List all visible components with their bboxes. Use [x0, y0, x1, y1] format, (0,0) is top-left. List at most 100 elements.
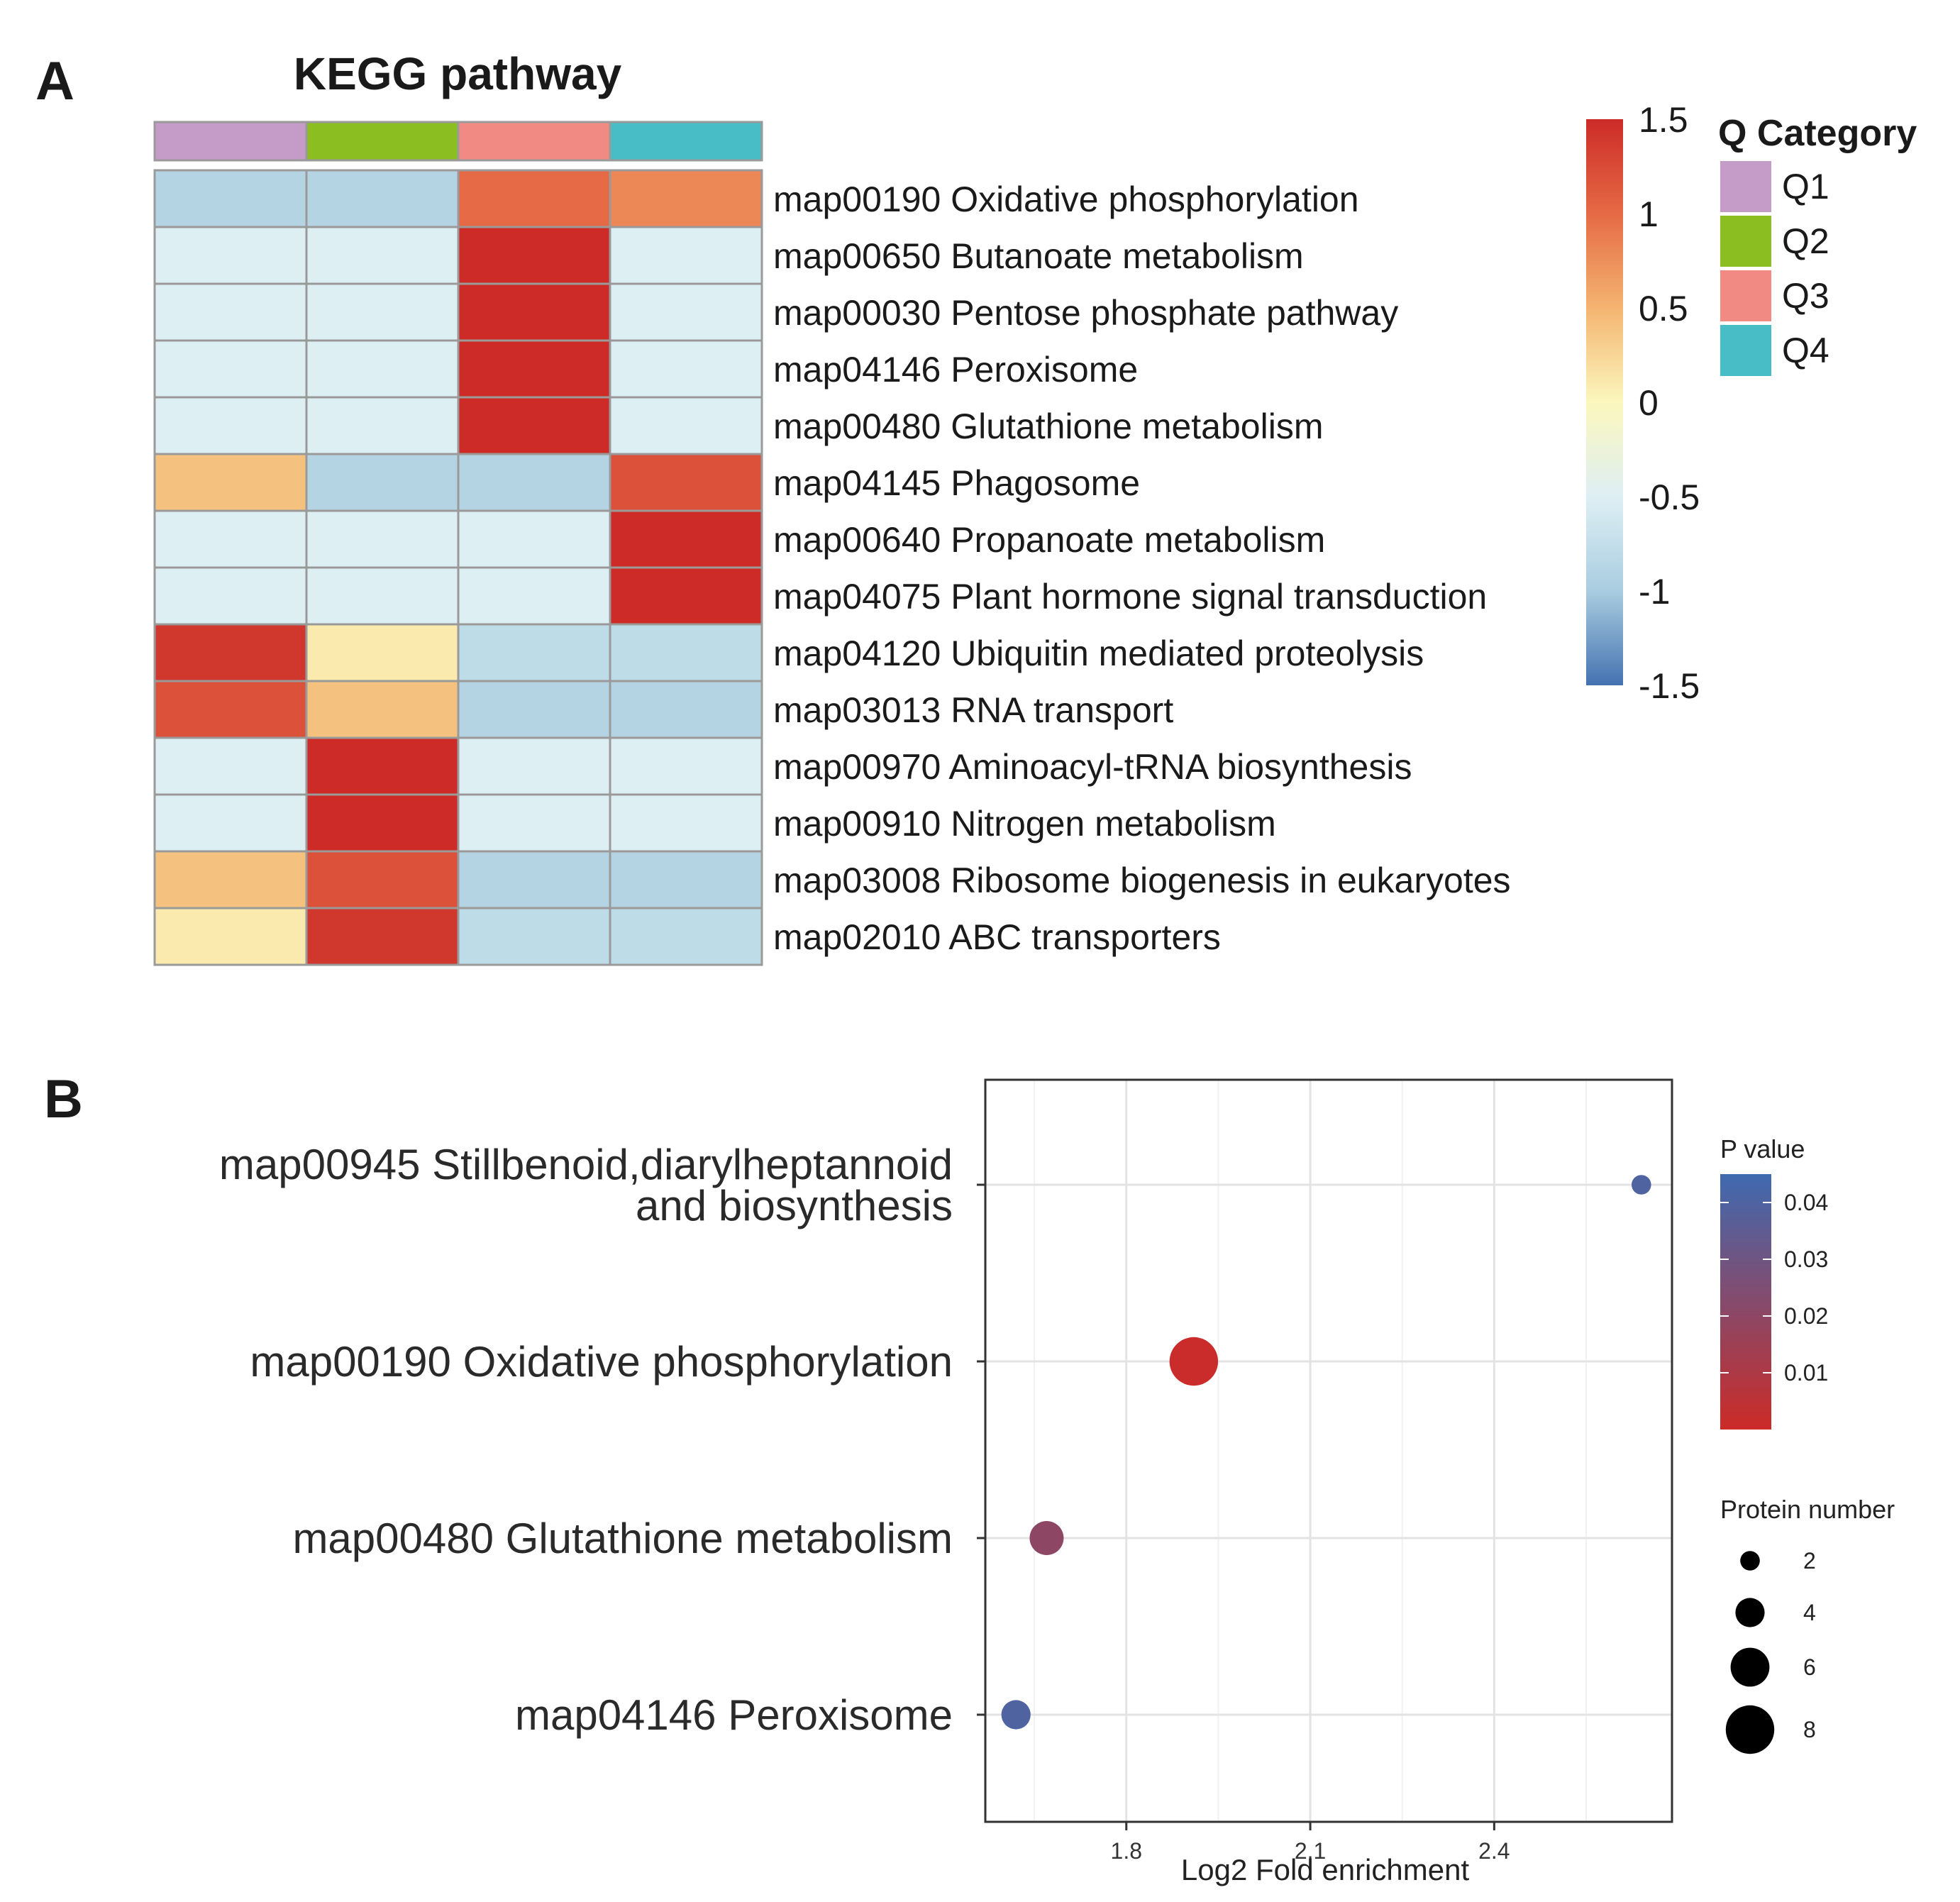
panel-b-letter: B [44, 1069, 83, 1129]
pathway-label-line: map04146 Peroxisome [515, 1691, 953, 1739]
bubble-points [1001, 1175, 1651, 1730]
row-label: map04146 Peroxisome [773, 350, 1138, 389]
heatmap-cell [457, 509, 611, 569]
color-scale-tick: -1 [1639, 572, 1670, 612]
row-label: map00650 Butanoate metabolism [773, 236, 1304, 276]
color-scale-tick: 1 [1639, 194, 1659, 234]
pathway-label-line: map00190 Oxidative phosphorylation [250, 1338, 953, 1386]
heatmap-cell [153, 680, 308, 739]
legend-key-q3 [1719, 269, 1773, 323]
heatmap-cell [153, 509, 308, 569]
heatmap-cell [457, 850, 611, 909]
heatmap-row-labels: map00190 Oxidative phosphorylation map006… [773, 179, 1511, 957]
heatmap-cell [305, 736, 460, 796]
heatmap-cell [457, 907, 611, 966]
size-legend-dot [1725, 1705, 1775, 1754]
legend-key-q2 [1719, 214, 1773, 268]
pathway-label: map00190 Oxidative phosphorylation [250, 1338, 953, 1386]
heatmap-cell [305, 282, 460, 342]
heatmap-cell [609, 907, 763, 966]
bubble-point [1169, 1337, 1219, 1386]
plot-border [984, 1078, 1673, 1823]
heatmap-cell [609, 339, 763, 399]
legend-label-q1: Q1 [1782, 167, 1829, 206]
p-value-tick-label: 0.01 [1784, 1360, 1828, 1386]
p-value-tick-label: 0.03 [1784, 1246, 1828, 1272]
x-tick-label: 1.8 [1111, 1838, 1142, 1864]
p-value-color-bar [1720, 1174, 1771, 1430]
row-label: map00480 Glutathione metabolism [773, 407, 1323, 446]
heatmap-cell [457, 453, 611, 512]
heatmap-cell [609, 282, 763, 342]
row-label: map00640 Propanoate metabolism [773, 520, 1325, 560]
heatmap-cell [457, 793, 611, 853]
protein-number-legend-title: Protein number [1720, 1495, 1895, 1524]
heatmap-cell [305, 509, 460, 569]
bubble-point [1029, 1521, 1064, 1555]
row-label: map02010 ABC transporters [773, 917, 1221, 957]
heatmap-cell [305, 339, 460, 399]
heatmap-cells [153, 169, 763, 966]
size-legend-dot [1730, 1647, 1770, 1687]
size-legend-label: 4 [1803, 1600, 1816, 1625]
heatmap-cell [609, 850, 763, 909]
legend-key-q1 [1719, 160, 1773, 214]
heatmap-cell [305, 850, 460, 909]
heatmap-color-scale: 1.5 1 0.5 0 -0.5 -1 -1.5 [1586, 100, 1700, 706]
p-value-tick-label: 0.02 [1784, 1303, 1828, 1329]
heatmap-cell [609, 623, 763, 682]
heatmap-cell [153, 339, 308, 399]
legend-key-q4 [1719, 324, 1773, 377]
color-scale-tick: 0 [1639, 383, 1659, 423]
heatmap-cell [305, 793, 460, 853]
column-annotation-bar [153, 121, 763, 162]
annotation-q4 [609, 121, 763, 162]
plot-frame [984, 1078, 1673, 1823]
bubble-point [1001, 1700, 1031, 1730]
heatmap-cell [305, 623, 460, 682]
heatmap-cell [609, 680, 763, 739]
heatmap-cell [153, 736, 308, 796]
p-value-tick-label: 0.04 [1784, 1190, 1828, 1215]
p-value-legend: P value 0.04 0.03 0.02 0.01 [1720, 1134, 1828, 1430]
plot-gridlines [985, 1080, 1672, 1822]
heatmap-cell [153, 623, 308, 682]
pathway-label: map04146 Peroxisome [515, 1691, 953, 1739]
heatmap-cell [153, 793, 308, 853]
heatmap-cell [305, 396, 460, 455]
size-legend-dot [1735, 1598, 1765, 1627]
heatmap-cell [305, 453, 460, 512]
legend-label-q4: Q4 [1782, 331, 1829, 370]
pathway-label: map00945 Stillbenoid,diarylheptannoid and… [219, 1141, 953, 1229]
size-legend-label: 6 [1803, 1654, 1816, 1680]
pathway-axis-labels: map00945 Stillbenoid,diarylheptannoid and… [219, 1141, 985, 1739]
x-axis-title: Log2 Fold enrichment [1181, 1853, 1470, 1886]
x-tick-label: 2.1 [1295, 1838, 1326, 1864]
heatmap-title: KEGG pathway [294, 48, 622, 99]
protein-number-legend: Protein number 2 4 6 8 [1720, 1495, 1895, 1754]
color-scale-tick: -0.5 [1639, 477, 1700, 517]
x-tick-label: 2.4 [1478, 1838, 1510, 1864]
heatmap-cell [153, 566, 308, 626]
heatmap-cell [457, 623, 611, 682]
heatmap-cell [457, 566, 611, 626]
heatmap-cell [305, 169, 460, 228]
bubble-point [1631, 1175, 1651, 1195]
heatmap-cell [609, 793, 763, 853]
row-label: map00910 Nitrogen metabolism [773, 804, 1276, 844]
plot-background [985, 1080, 1672, 1822]
heatmap-cell [153, 453, 308, 512]
color-scale-tick: -1.5 [1639, 666, 1700, 706]
heatmap-cell [305, 680, 460, 739]
heatmap-cell [305, 907, 460, 966]
heatmap-cell [609, 509, 763, 569]
heatmap-cell [457, 680, 611, 739]
q-category-legend-title: Q Category [1718, 113, 1917, 154]
row-label: map00030 Pentose phosphate pathway [773, 293, 1398, 333]
heatmap-cell [457, 736, 611, 796]
heatmap-cell [609, 226, 763, 285]
heatmap-cell [457, 396, 611, 455]
heatmap-cell [457, 282, 611, 342]
row-label: map00970 Aminoacyl-tRNA biosynthesis [773, 747, 1412, 787]
